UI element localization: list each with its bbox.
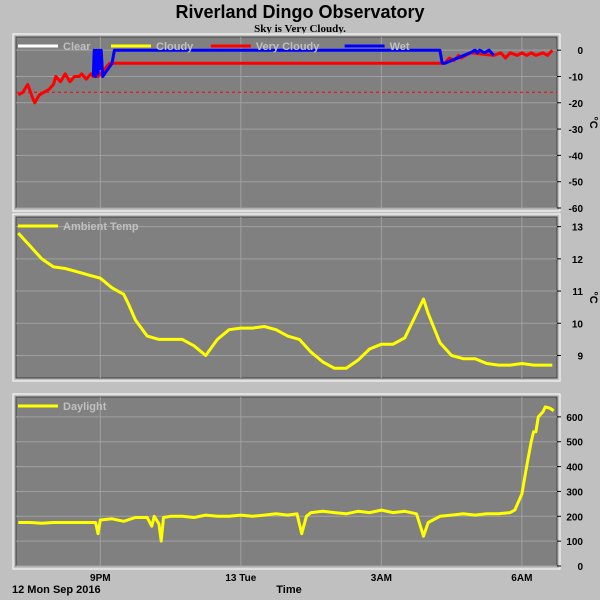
x-tick-label: 3AM <box>371 573 392 584</box>
sky-y-tick-label: -10 <box>569 72 584 83</box>
ambient-series-ambient-temp <box>17 232 553 370</box>
sky-y-tick-label: -40 <box>569 151 584 162</box>
ambient-plot-area <box>15 216 558 379</box>
sky-y-axis-unit: °C <box>587 116 599 128</box>
legend-label-wet: Wet <box>390 41 410 53</box>
daylight-plot-area <box>15 396 558 567</box>
x-tick-label: 9PM <box>90 573 111 584</box>
daylight-y-tick-label: 400 <box>566 463 583 474</box>
daylight-panel: 9PM 13 Tue 3AM 6AM 0 100 200 300 400 500 600 Daylig… <box>12 393 583 584</box>
footer-date-label: 12 Mon Sep 2016 <box>12 584 101 596</box>
legend-label-cloudy: Cloudy <box>156 41 194 53</box>
sky-series-wet <box>91 48 495 78</box>
legend-label-very-cloudy: Very Cloudy <box>256 41 320 53</box>
sky-series-very-cloudy <box>17 49 554 105</box>
x-tick-label: 13 Tue <box>225 573 256 584</box>
legend-label-clear: Clear <box>63 41 91 53</box>
ambient-y-tick-label: 12 <box>572 255 584 266</box>
ambient-y-axis-unit: °C <box>587 291 599 303</box>
daylight-series-daylight <box>18 405 555 543</box>
daylight-y-tick-label: 200 <box>566 512 583 523</box>
footer-time-label: Time <box>276 584 301 596</box>
page-title: Riverland Dingo Observatory <box>175 2 424 22</box>
ambient-y-tick-label: 11 <box>572 287 583 298</box>
daylight-y-tick-label: 0 <box>577 562 583 573</box>
sky-y-tick-label: -50 <box>569 178 584 189</box>
legend-label-ambient-temp: Ambient Temp <box>63 221 139 233</box>
daylight-y-tick-label: 600 <box>566 413 583 424</box>
daylight-y-tick-label: 100 <box>566 537 583 548</box>
sky-y-tick-label: -20 <box>569 99 584 110</box>
sky-y-tick-label: -30 <box>569 125 584 136</box>
daylight-y-tick-label: 300 <box>566 487 583 498</box>
sky-y-tick-label: 0 <box>577 46 583 57</box>
sky-y-tick-label: -60 <box>569 204 584 215</box>
sky-status-subtitle: Sky is Very Cloudy. <box>254 23 346 35</box>
sky-temperature-panel: 0 -10 -20 -30 -40 -50 -60 °C Clear Cloudy Very Clo… <box>12 33 599 215</box>
ambient-y-tick-label: 9 <box>577 351 583 362</box>
ambient-y-tick-label: 10 <box>572 319 584 330</box>
ambient-y-tick-label: 13 <box>572 223 584 234</box>
ambient-temperature-panel: 9 10 11 12 13 °C Ambient Temp <box>12 213 599 382</box>
x-tick-label: 6AM <box>511 573 532 584</box>
legend-label-daylight: Daylight <box>63 401 107 413</box>
daylight-y-tick-label: 500 <box>566 438 583 449</box>
